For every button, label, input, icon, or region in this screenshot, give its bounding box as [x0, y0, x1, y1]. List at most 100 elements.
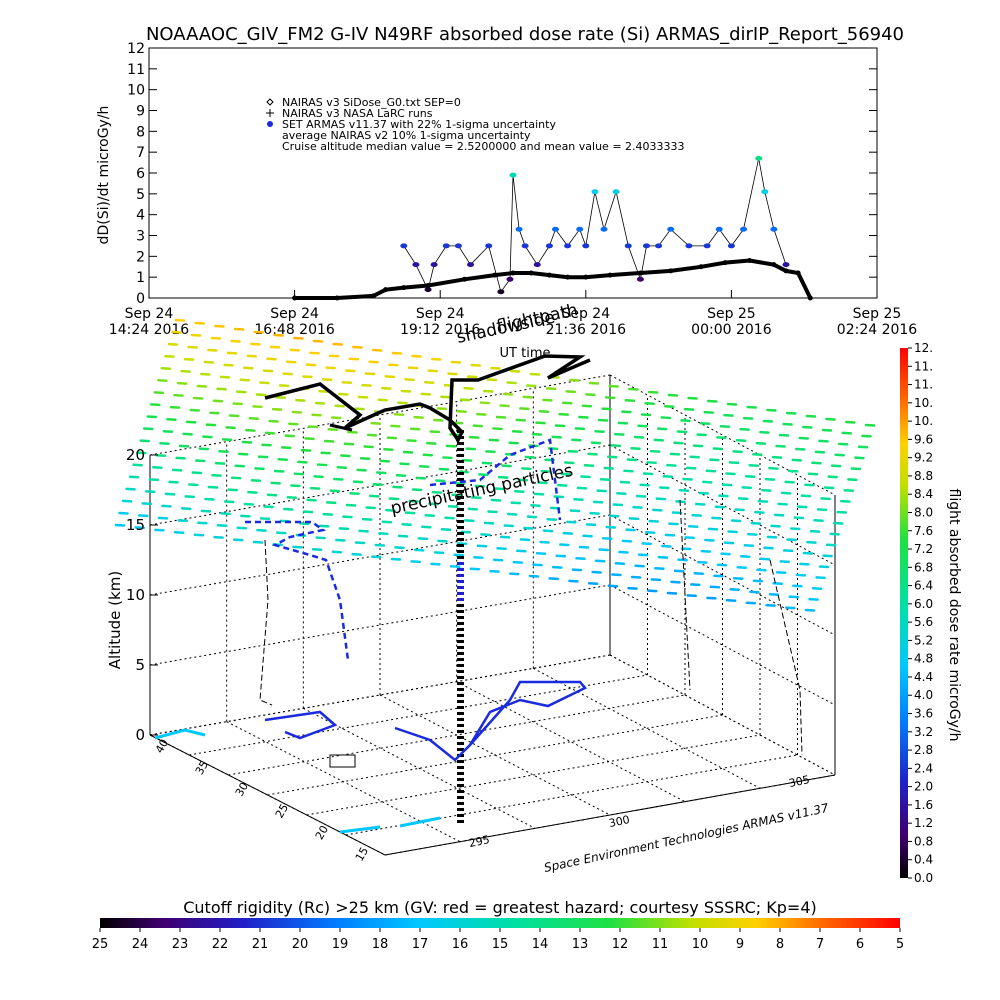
surface-mark [637, 553, 649, 557]
surface-mark [378, 532, 389, 536]
dose-rate-colorbar: 0.0 0.4 0.8 1.2 1.6 2.0 2.4 2.8 3.2 3.6 4.0 4.4 4.8 5… [900, 341, 962, 885]
surface-mark [588, 381, 600, 385]
armas-point [770, 226, 778, 232]
surface-mark [621, 539, 633, 543]
surface-mark [816, 508, 828, 512]
floor-grid-line [379, 694, 611, 816]
surface-mark [173, 531, 185, 535]
altitude-profile-mark [457, 520, 464, 523]
surface-mark [720, 552, 731, 556]
surface-mark [634, 564, 645, 568]
surface-mark [461, 458, 473, 462]
surface-mark [157, 516, 169, 520]
surface-mark [164, 354, 175, 358]
altitude-profile-mark [457, 544, 464, 547]
surface-mark [499, 404, 510, 408]
surface-mark [447, 505, 459, 509]
surface-mark [719, 424, 731, 428]
surface-mark [648, 519, 659, 523]
surface-mark [166, 417, 177, 421]
surface-mark [647, 390, 659, 394]
rigidity-colorbar-tick-label: 20 [292, 937, 309, 952]
surface-mark [732, 450, 743, 454]
surface-mark [829, 532, 840, 536]
surface-mark [187, 345, 198, 349]
surface-mark [422, 453, 434, 457]
surface-mark [692, 444, 704, 448]
surface-mark [809, 529, 821, 533]
surface-mark [514, 489, 525, 493]
rigidity-colorbar-tick-label: 11 [652, 937, 669, 952]
altitude-profile-mark [457, 778, 464, 781]
surface-mark [354, 407, 365, 411]
surface-mark [818, 439, 829, 443]
surface-mark [241, 440, 253, 444]
surface-mark [444, 516, 455, 520]
armas-point [667, 226, 675, 232]
surface-mark [662, 475, 674, 479]
surface-mark [581, 404, 593, 408]
surface-mark [376, 471, 387, 475]
surface-mark [218, 449, 229, 453]
surface-mark [576, 486, 588, 490]
surface-mark [431, 357, 442, 361]
surface-mark [388, 497, 400, 501]
altitude-profile-mark [457, 736, 464, 739]
altitude-profile-mark [457, 436, 464, 439]
surface-mark [640, 413, 652, 417]
armas-point [642, 243, 650, 249]
altitude-profile-mark [457, 646, 464, 649]
surface-mark [473, 556, 484, 560]
altitude-profile-mark [457, 640, 464, 643]
surface-mark [467, 507, 479, 511]
surface-mark [736, 565, 747, 569]
surface-mark [132, 463, 143, 467]
dose-colorbar-tick-label: 5.2 [914, 633, 933, 647]
surface-mark [469, 567, 481, 571]
surface-mark [528, 574, 540, 578]
surface-mark [517, 478, 529, 482]
surface-mark [430, 562, 441, 566]
dose-colorbar-tick-label: 10. [914, 414, 933, 428]
surface-mark [358, 529, 369, 533]
surface-mark [381, 520, 393, 524]
surface-mark [275, 531, 287, 535]
surface-mark [601, 407, 612, 411]
surface-mark [236, 526, 248, 530]
altitude-profile-mark [457, 442, 464, 445]
surface-mark [740, 554, 751, 558]
surface-mark [135, 451, 147, 455]
armas-point [582, 243, 590, 249]
surface-mark [687, 396, 698, 400]
nairas-point [334, 295, 340, 301]
surface-mark [336, 465, 348, 469]
nairas-point [783, 268, 789, 274]
surface-mark [271, 407, 283, 411]
surface-mark [295, 398, 306, 402]
surface-mark [646, 461, 657, 465]
surface-mark [266, 493, 278, 497]
surface-mark [470, 363, 481, 367]
surface-mark [393, 413, 405, 417]
surface-mark [173, 393, 184, 397]
surface-mark [676, 430, 688, 434]
surface-mark [342, 515, 353, 519]
rigidity-colorbar-title: Cutoff rigidity (Rc) >25 km (GV: red = g… [183, 898, 817, 917]
surface-mark [286, 496, 298, 500]
rigidity-colorbar-tick-label: 16 [452, 937, 469, 952]
surface-mark [529, 372, 541, 376]
surface-mark [565, 390, 577, 394]
surface-mark [204, 497, 215, 501]
surface-mark [689, 583, 701, 587]
surface-mark [784, 480, 795, 484]
surface-mark [257, 455, 269, 459]
surface-mark [364, 372, 376, 376]
surface-mark [746, 405, 757, 409]
altitude-profile-mark [457, 784, 464, 787]
surface-mark [598, 548, 609, 552]
dose-colorbar-tick-label: 3.2 [914, 725, 933, 739]
surface-mark [384, 375, 396, 379]
surface-mark [413, 548, 425, 552]
